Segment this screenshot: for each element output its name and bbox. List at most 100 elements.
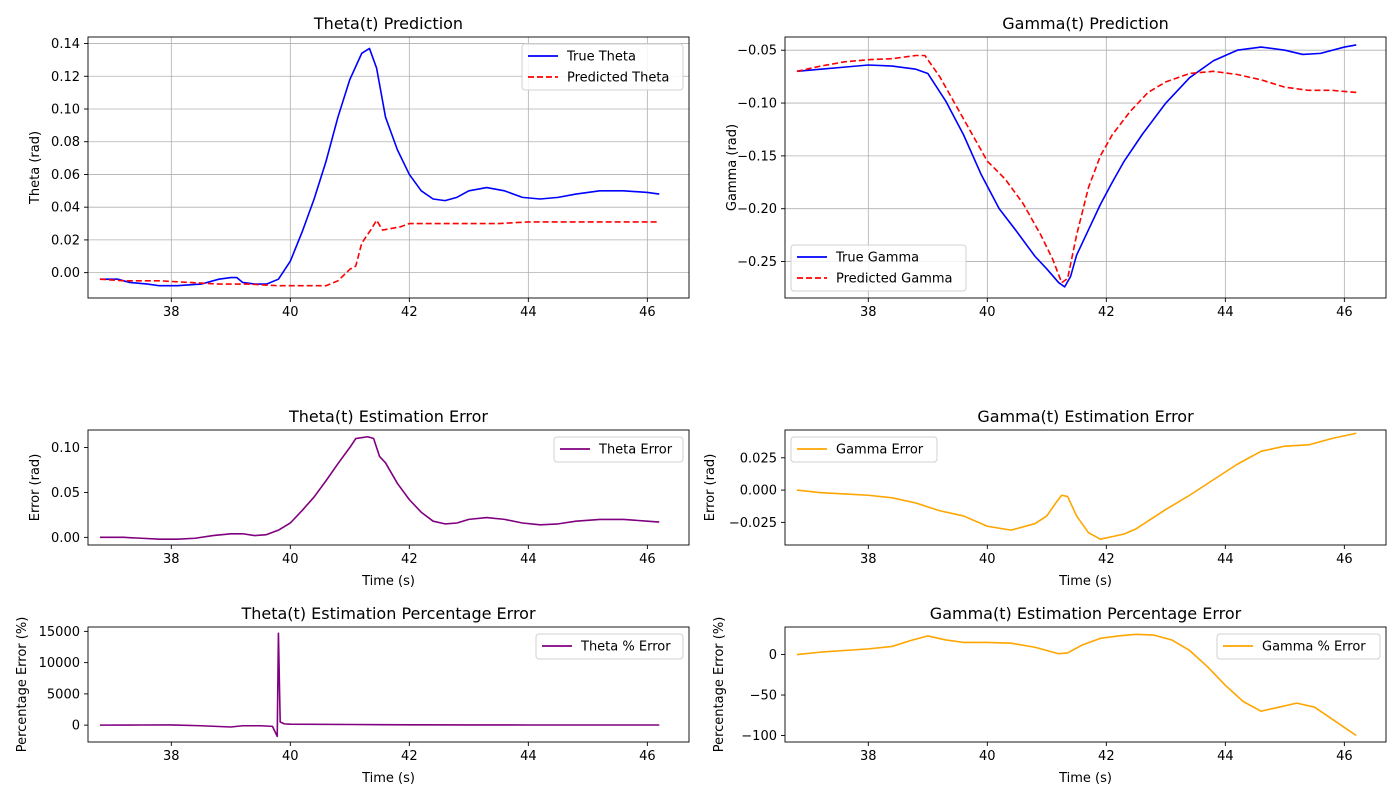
y-tick-label: −0.25	[737, 255, 777, 270]
y-tick-label: −50	[750, 689, 777, 704]
x-tick-label: 42	[1098, 552, 1115, 567]
legend-label: Predicted Theta	[567, 71, 669, 86]
x-tick-label: 44	[520, 552, 537, 567]
y-tick-label: 0	[769, 648, 777, 663]
x-tick-label: 44	[1217, 749, 1234, 764]
x-tick-label: 38	[163, 552, 180, 567]
x-tick-label: 46	[639, 305, 656, 320]
y-tick-label: 0.06	[51, 168, 80, 183]
series-line-gamma_pct-0	[796, 633, 1357, 737]
x-tick-label: 42	[1098, 749, 1115, 764]
y-axis-label: Gamma (rad)	[725, 124, 740, 211]
y-tick-label: 0.02	[51, 233, 80, 248]
y-axis-label: Percentage Error (%)	[15, 617, 30, 753]
legend: Gamma Error	[790, 436, 938, 463]
axes-frame	[784, 429, 1387, 546]
axes-frame	[784, 36, 1387, 299]
x-axis-label: Time (s)	[361, 574, 415, 589]
axes-frame	[87, 429, 690, 546]
series-line-theta_pred-0	[99, 47, 660, 287]
legend-box	[553, 436, 684, 463]
y-tick-label: 0.05	[51, 486, 80, 501]
chart-title: Gamma(t) Prediction	[1002, 14, 1169, 33]
x-tick-label: 40	[282, 552, 299, 567]
chart-gamma_pred: 38 40 42 44 46 −0.25 −0.20 −0.15 −0.10 −0.05 Gamma…	[725, 14, 1387, 320]
x-tick-label: 44	[520, 749, 537, 764]
x-tick-label: 44	[1217, 305, 1234, 320]
legend-label: True Theta	[566, 50, 636, 65]
x-axis-label: Time (s)	[361, 771, 415, 786]
axes-frame	[87, 626, 690, 743]
chart-title: Theta(t) Prediction	[313, 14, 463, 33]
legend-label: True Gamma	[835, 251, 919, 266]
x-tick-label: 42	[401, 552, 418, 567]
x-tick-label: 46	[1336, 552, 1353, 567]
x-tick-label: 46	[639, 552, 656, 567]
x-axis-label: Time (s)	[1058, 574, 1112, 589]
y-tick-label: 0.14	[51, 37, 80, 52]
y-tick-label: −100	[741, 729, 777, 744]
x-tick-label: 38	[163, 305, 180, 320]
x-tick-label: 40	[979, 305, 996, 320]
chart-title: Gamma(t) Estimation Percentage Error	[930, 604, 1242, 623]
x-tick-label: 42	[1098, 305, 1115, 320]
x-tick-label: 38	[860, 305, 877, 320]
legend-label: Theta % Error	[580, 640, 671, 655]
y-tick-label: 5000	[47, 687, 80, 702]
legend-box	[790, 244, 967, 292]
legend: Gamma % Error	[1216, 633, 1381, 660]
axes-frame	[87, 36, 690, 299]
series-line-theta_err-0	[99, 435, 660, 540]
x-tick-label: 40	[282, 305, 299, 320]
y-tick-label: −0.05	[737, 44, 777, 59]
series-line-gamma_err-0	[796, 432, 1357, 540]
x-tick-label: 46	[1336, 305, 1353, 320]
legend-box	[535, 633, 684, 660]
y-tick-label: 0.10	[51, 441, 80, 456]
y-tick-label: −0.20	[737, 202, 777, 217]
y-tick-label: 0.025	[740, 451, 777, 466]
y-tick-label: 0.000	[740, 484, 777, 499]
x-tick-label: 40	[282, 749, 299, 764]
y-tick-label: 0.00	[51, 266, 80, 281]
x-tick-label: 44	[1217, 552, 1234, 567]
y-tick-label: −0.10	[737, 97, 777, 112]
chart-theta_pred: 38 40 42 44 46 0.00 0.02 0.04 0.06 0.08 0.10 0.12 0.…	[28, 14, 690, 320]
x-tick-label: 40	[979, 552, 996, 567]
x-tick-label: 38	[163, 749, 180, 764]
y-tick-label: 0.08	[51, 135, 80, 150]
x-axis-label: Time (s)	[1058, 771, 1112, 786]
y-tick-label: 0.10	[51, 103, 80, 118]
legend-box	[1216, 633, 1381, 660]
legend: Theta % Error	[535, 633, 684, 660]
x-tick-label: 46	[639, 749, 656, 764]
legend-label: Gamma Error	[836, 443, 924, 458]
series-line-gamma_pred-1	[796, 54, 1357, 284]
y-axis-label: Error (rad)	[703, 454, 718, 522]
legend: True Theta Predicted Theta	[521, 43, 684, 91]
axes-frame	[784, 626, 1387, 743]
y-tick-label: −0.025	[729, 516, 777, 531]
y-tick-label: −0.15	[737, 149, 777, 164]
y-tick-label: 0.04	[51, 201, 80, 216]
series-line-theta_pred-1	[99, 219, 660, 287]
series-line-theta_pct-0	[99, 632, 660, 738]
y-tick-label: 10000	[39, 656, 80, 671]
chart-title: Gamma(t) Estimation Error	[977, 407, 1194, 426]
x-tick-label: 38	[860, 552, 877, 567]
legend: True Gamma Predicted Gamma	[790, 244, 967, 292]
chart-title: Theta(t) Estimation Percentage Error	[240, 604, 535, 623]
y-axis-label: Theta (rad)	[28, 131, 43, 205]
y-axis-label: Error (rad)	[28, 454, 43, 522]
chart-title: Theta(t) Estimation Error	[288, 407, 488, 426]
legend-label: Theta Error	[598, 443, 673, 458]
x-tick-label: 38	[860, 749, 877, 764]
legend-box	[790, 436, 938, 463]
y-tick-label: 0	[72, 719, 80, 734]
y-tick-label: 0.00	[51, 531, 80, 546]
chart-gamma_pct: 38 40 42 44 46 −100 −50 0 Gamma(t) Estimation Pe…	[712, 604, 1387, 786]
chart-gamma_err: 38 40 42 44 46 −0.025 0.000 0.025 Gamma(t) Estim…	[703, 407, 1387, 589]
x-tick-label: 42	[401, 749, 418, 764]
legend-label: Gamma % Error	[1262, 640, 1366, 655]
